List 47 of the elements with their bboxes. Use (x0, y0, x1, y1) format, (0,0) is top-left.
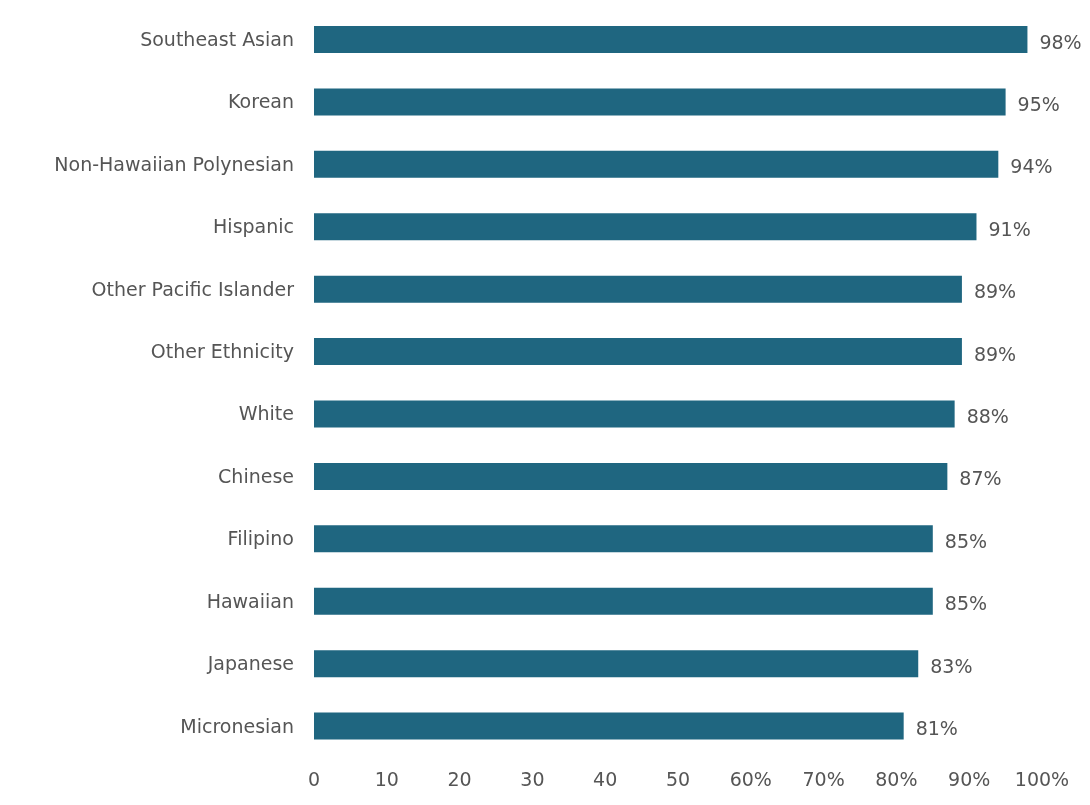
data-label: 94% (1010, 155, 1053, 178)
data-label: 95% (1017, 92, 1060, 115)
y-tick-label: Korean (228, 90, 294, 113)
x-tick-label: 20 (447, 768, 472, 791)
bar (314, 712, 904, 740)
y-tick-label: Japanese (206, 652, 294, 675)
bar (314, 275, 962, 303)
data-label: 89% (973, 280, 1017, 303)
bar (314, 650, 919, 678)
y-tick-label: Chinese (218, 464, 294, 487)
bar (314, 587, 933, 615)
data-label: 85% (944, 592, 988, 615)
data-label: 98% (1039, 30, 1082, 53)
bar (314, 150, 999, 178)
data-label: 85% (944, 529, 988, 552)
bar (314, 26, 1028, 53)
x-tick-label: 0 (307, 768, 321, 791)
y-tick-label: Hawaiian (206, 589, 294, 612)
x-tick-label: 100% (1014, 768, 1070, 791)
y-tick-label: Other Ethnicity (150, 340, 294, 363)
y-tick-label: Micronesian (180, 714, 294, 737)
bar (314, 462, 948, 490)
data-label: 81% (915, 717, 958, 740)
y-tick-label: White (238, 402, 294, 425)
y-tick-label: Filipino (227, 527, 294, 550)
x-tick-label: 30 (520, 768, 545, 791)
x-tick-label: 50 (665, 768, 691, 791)
bar (314, 213, 977, 241)
x-tick-label: 80% (875, 768, 918, 791)
x-tick-label: 40 (593, 768, 618, 791)
x-tick-label: 10 (374, 768, 399, 791)
bar (314, 525, 933, 553)
x-tick-label: 60% (729, 768, 772, 791)
bar (314, 88, 1006, 116)
data-label: 87% (959, 467, 1002, 490)
bar (314, 338, 962, 366)
data-label: 88% (966, 405, 1009, 427)
data-label: 91% (988, 217, 1031, 240)
data-label: 83% (930, 654, 973, 677)
y-tick-label: Other Pacific Islander (91, 277, 295, 300)
bar (314, 400, 955, 428)
x-tick-label: 70% (802, 768, 845, 791)
x-tick-label: 90% (948, 768, 991, 791)
y-tick-label: Southeast Asian (140, 27, 294, 50)
y-tick-label: Hispanic (213, 215, 294, 238)
data-label: 89% (973, 342, 1017, 365)
y-tick-label: Non-Hawaiian Polynesian (54, 152, 294, 175)
